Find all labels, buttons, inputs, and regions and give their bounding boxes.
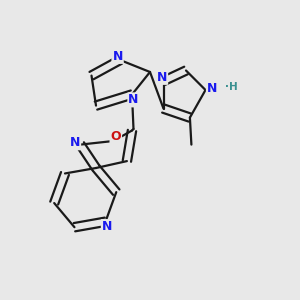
Text: N: N <box>157 71 167 84</box>
Text: N: N <box>102 220 112 233</box>
Text: ·H: ·H <box>225 82 238 92</box>
Text: N: N <box>207 82 217 95</box>
Text: N: N <box>128 93 139 106</box>
Text: O: O <box>110 130 121 143</box>
Text: N: N <box>70 136 80 149</box>
Text: N: N <box>112 50 123 63</box>
